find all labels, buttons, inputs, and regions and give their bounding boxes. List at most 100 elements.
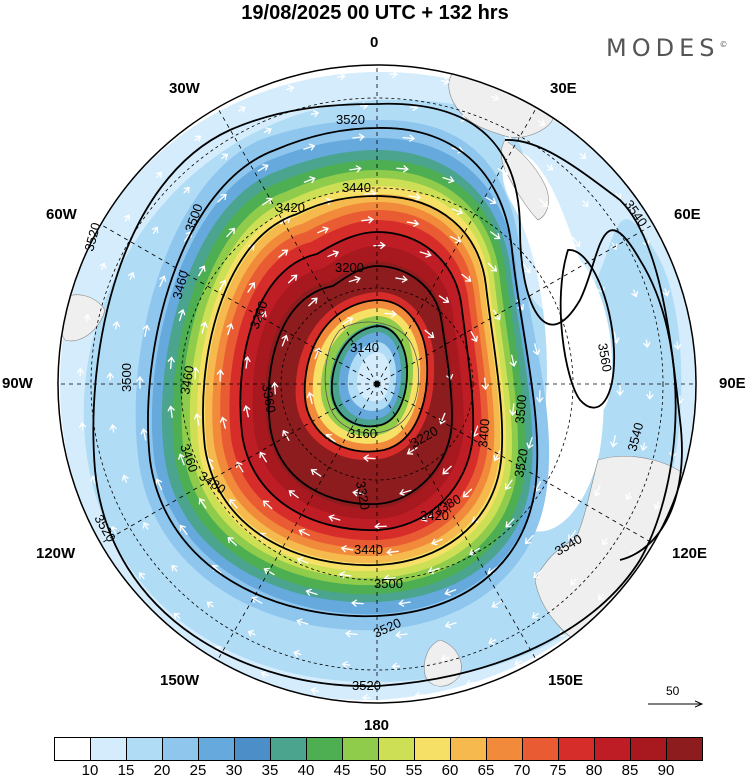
colorbar-tick-label: 85 (621, 762, 639, 779)
wind-vector (470, 331, 478, 343)
wind-vector (198, 497, 207, 509)
wind-vector (524, 534, 534, 545)
wind-vector (631, 289, 639, 298)
wind-vector (491, 94, 500, 102)
wind-vector (444, 621, 457, 629)
wind-vector (183, 186, 190, 194)
wind-vector (546, 164, 554, 171)
wind-vector (481, 377, 489, 391)
wind-vector (194, 135, 202, 142)
colorbar-swatch (90, 737, 127, 761)
wind-vector (167, 405, 175, 418)
wind-vector (200, 321, 208, 334)
wind-vector (262, 500, 273, 510)
meridian-line (376, 107, 537, 385)
wind-vector (395, 631, 408, 639)
wind-vector (123, 214, 131, 222)
wind-vector (216, 369, 224, 382)
wind-vector (99, 262, 107, 271)
contour-label: 3200 (335, 260, 364, 275)
contour-label: 3540 (624, 421, 646, 453)
wind-vector (259, 451, 267, 463)
wind-vector (493, 449, 501, 462)
colorbar-tick-label: 65 (477, 762, 495, 779)
wind-vector (574, 450, 582, 464)
wind-vector (151, 226, 159, 234)
wind-vector (616, 383, 624, 396)
wind-vector (305, 588, 318, 596)
wind-vector (574, 306, 582, 319)
wind-vector (221, 153, 229, 160)
colorbar-tick-label: 20 (153, 762, 171, 779)
wind-vector (247, 282, 256, 293)
wind-vector (487, 262, 498, 272)
contour-label: 3140 (350, 340, 379, 355)
wind-vector (490, 231, 501, 240)
wind-vector (485, 196, 497, 205)
wind-vector (287, 274, 298, 284)
wind-vector (585, 402, 593, 416)
lon-label-120w: 120W (36, 545, 76, 562)
wind-vector (593, 484, 601, 497)
wind-vector (408, 193, 422, 201)
wind-vector (217, 193, 227, 203)
colorbar-swatch (342, 737, 379, 761)
wind-vector (327, 250, 340, 258)
colorbar-tick-label: 10 (81, 762, 99, 779)
wind-vector (193, 413, 202, 426)
wind-vector (342, 317, 354, 325)
wind-vector (465, 679, 474, 687)
wind-vector (523, 226, 533, 236)
graticule (57, 64, 697, 704)
wind-vector (450, 236, 462, 244)
contour-label: 3560 (595, 342, 615, 373)
wind-vector (337, 73, 346, 81)
wind-vector (568, 530, 577, 541)
wind-vector (303, 143, 316, 151)
wind-vectors (76, 70, 684, 702)
wind-vector (610, 435, 618, 448)
wind-vector (526, 436, 534, 450)
lon-label-0: 0 (370, 34, 379, 51)
wind-vector (198, 265, 206, 277)
wind-vector (497, 168, 509, 176)
wind-vector (229, 498, 238, 509)
wind-vector (243, 404, 251, 418)
wind-vector (386, 548, 399, 556)
wind-vector (538, 198, 549, 208)
wind-vector (282, 429, 290, 441)
wind-vector (247, 630, 256, 637)
contour-label: 3520 (81, 221, 103, 253)
wind-vector (78, 422, 87, 431)
wind-vector (552, 438, 560, 451)
wind-vector (419, 250, 432, 258)
colorbar-swatch (270, 737, 307, 761)
wind-vector (179, 524, 188, 536)
wind-vector (296, 618, 309, 626)
wind-vector (288, 490, 299, 499)
wind-vector (383, 574, 397, 582)
wind-vector (348, 275, 361, 284)
colorbar-swatch (558, 737, 595, 761)
wind-vector (553, 263, 562, 275)
wind-vector (262, 197, 273, 206)
wind-vector (263, 127, 272, 135)
wind-vector (653, 501, 661, 510)
colorbar-tick-label: 45 (333, 762, 351, 779)
contour-label: 3360 (259, 383, 279, 414)
wind-vector (444, 588, 457, 596)
contour-label: 3420 (276, 200, 305, 215)
colorbar-tick-label: 40 (297, 762, 315, 779)
wind-vector (167, 356, 175, 370)
contour-label: 3440 (342, 180, 371, 195)
height-contours (92, 102, 683, 687)
colorbar-swatch (234, 737, 271, 761)
wind-vector (442, 465, 452, 475)
wind-vector (303, 176, 316, 184)
colorbar-tick-label: 80 (585, 762, 603, 779)
wind-vector (138, 572, 146, 580)
colorbar-swatch (594, 737, 631, 761)
wind-vector (173, 612, 181, 620)
wind-vector (298, 528, 310, 536)
meridian-line (100, 224, 378, 385)
